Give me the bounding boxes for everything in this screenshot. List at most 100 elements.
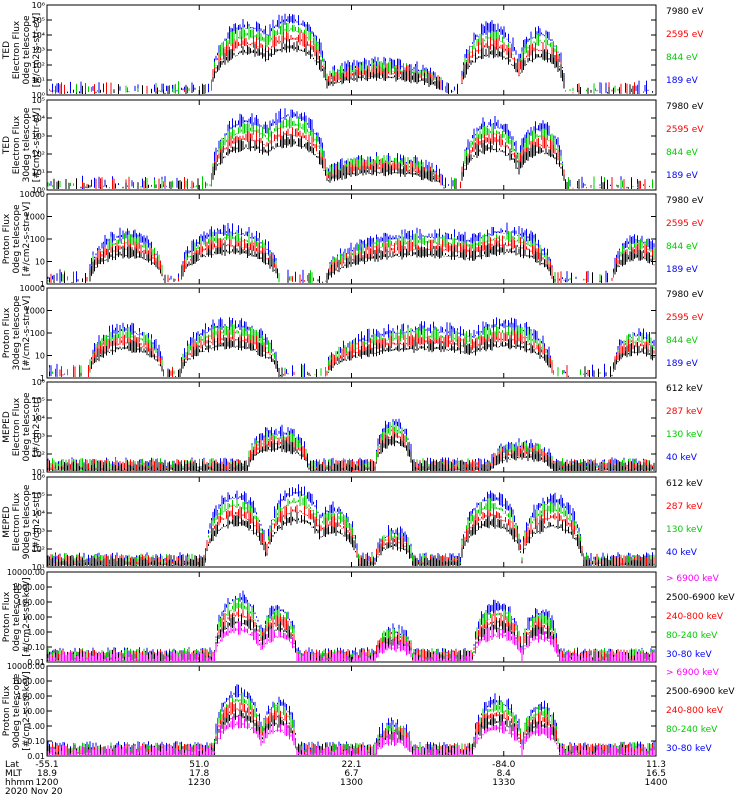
legend-entry: 80-240 keV: [666, 631, 718, 641]
trace: [47, 116, 653, 189]
trace: [47, 590, 655, 661]
legend-entry: 2595 eV: [666, 125, 704, 135]
y-tick-label: 10000: [20, 284, 45, 293]
x-tick-hhmm: 1300: [340, 778, 363, 788]
y-tick-label: 10²: [32, 450, 45, 459]
y-tick-label: 1000.00: [12, 677, 45, 686]
y-tick-label: 10000.00: [7, 662, 45, 671]
legend-entry: 287 keV: [666, 502, 703, 512]
trace: [50, 235, 655, 283]
legend-entry: 844 eV: [666, 53, 698, 63]
series--6900-kev: [47, 715, 655, 755]
y-tick-label: 10³: [32, 132, 45, 141]
panel-frame: [46, 381, 657, 473]
y-tick-label: 0.01: [27, 752, 45, 761]
panel-frame: [46, 571, 657, 663]
x-tick-hhmm: 1400: [644, 778, 668, 788]
trace: [47, 504, 655, 566]
legend-entry: 189 eV: [666, 76, 698, 86]
legend-entry: 2595 eV: [666, 313, 704, 323]
y-tick-label: 10⁵: [32, 96, 45, 105]
series-2595-ev: [82, 127, 646, 189]
legend-entry: 130 keV: [666, 430, 703, 440]
y-axis-label-line: TED: [2, 40, 12, 60]
legend-entry: 612 keV: [666, 384, 703, 394]
y-axis-label-line: Proton Flux: [2, 591, 12, 643]
trace: [47, 621, 655, 661]
y-axis-label: MEPED Electron Flux 90deg telescope [#/cm2-…: [2, 479, 42, 565]
legend-entry: 7980 eV: [666, 7, 704, 17]
x-tick-hhmm: 1200: [35, 778, 59, 788]
trace: [47, 511, 655, 566]
panel-3: 1 10 100 1000 10000: [20, 190, 657, 289]
panel-frame: [46, 476, 657, 568]
y-tick-label: 0.10: [27, 643, 45, 652]
y-axis-label-line: 0deg telescope: [12, 204, 22, 274]
y-tick-label: 10¹: [32, 468, 45, 477]
panel-7: 0.01 0.10 1.00 10.00 100.00 1000.00 10000.00: [7, 568, 657, 667]
y-axis-label-line: Proton Flux: [2, 685, 12, 737]
y-axis-label-line: [#/cm2-s-str-keV]: [22, 671, 32, 751]
y-tick-label: 10⁶: [32, 1, 45, 10]
y-axis-label-line: MEPED: [2, 411, 12, 443]
x-tick-lat: -84.0: [492, 760, 516, 770]
legend-entry: 844 eV: [666, 242, 698, 252]
y-tick-label: 10¹: [32, 76, 45, 85]
trace: [67, 39, 653, 94]
y-tick-label: 10¹: [32, 168, 45, 177]
panel-frame: [46, 287, 657, 379]
legend-entry: 40 keV: [666, 548, 697, 558]
x-axis-row-label: 2020 Nov 20: [5, 787, 63, 797]
legend-entry: 30-80 keV: [666, 650, 712, 660]
legend-entry: 612 keV: [666, 479, 703, 489]
series-844-ev: [47, 116, 653, 189]
y-tick-label: 10²: [32, 61, 45, 70]
series-30-80-kev: [47, 590, 655, 661]
series-80-240-kev: [47, 598, 655, 661]
y-axis-label-line: [#/cm2-s-str-eV]: [32, 107, 42, 183]
y-tick-label: 100: [30, 235, 45, 244]
y-tick-label: 10⁵: [32, 16, 45, 25]
x-tick-mlt: 16.5: [645, 769, 667, 779]
y-axis-label-line: [#/cm2-s-str-keV]: [22, 577, 32, 657]
y-tick-label: 100: [30, 329, 45, 338]
y-axis-label: Proton Flux 0deg telescope [#/cm2-s-str-ke…: [2, 574, 32, 660]
y-tick-label: 10⁰: [32, 186, 45, 195]
trace: [47, 608, 655, 661]
y-tick-label: 10³: [32, 527, 45, 536]
x-tick-hhmm: 1230: [187, 778, 211, 788]
series-240-800-kev: [47, 608, 655, 661]
x-axis-row-label: hhmm: [5, 778, 34, 788]
y-tick-label: 10²: [32, 545, 45, 554]
legend-entry: 7980 eV: [666, 196, 704, 206]
panel-1: 10⁰ 10¹ 10² 10³ 10⁴ 10⁵ 10⁶: [32, 1, 657, 100]
x-tick-mlt: 6.7: [344, 769, 359, 779]
y-tick-label: 10000: [20, 190, 45, 199]
y-tick-label: 100.00: [17, 692, 45, 701]
legend-entry: 240-800 keV: [666, 612, 724, 622]
y-tick-label: 1.00: [27, 722, 45, 731]
y-tick-label: 10⁵: [32, 396, 45, 405]
y-axis-label-line: Proton Flux: [2, 307, 12, 359]
trace: [53, 133, 640, 189]
legend-entry: > 6900 keV: [666, 574, 719, 584]
y-axis-label-line: [#/cm2-s-str]: [32, 396, 42, 458]
x-tick-hhmm: 1330: [492, 778, 516, 788]
y-tick-label: 10⁴: [32, 114, 45, 123]
y-axis-label: Proton Flux 30deg telescope [#/cm2-s-str-e…: [2, 290, 32, 376]
y-tick-label: 10⁰: [32, 91, 45, 100]
y-tick-label: 10.00: [22, 707, 45, 716]
y-axis-label-line: Electron Flux: [12, 397, 22, 457]
panel-8: 0.01 0.10 1.00 10.00 100.00 1000.00 10000.00: [7, 662, 657, 761]
y-axis-label-line: [#/cm2-s-str-eV]: [22, 201, 32, 277]
series-189-ev: [49, 317, 655, 377]
trace: [47, 598, 655, 661]
y-tick-label: 10⁴: [32, 31, 45, 40]
legend-entry: 844 eV: [666, 336, 698, 346]
y-tick-label: 10¹: [32, 563, 45, 572]
trace: [47, 692, 655, 755]
series-7980-ev: [49, 337, 655, 377]
series-80-240-kev: [47, 692, 655, 755]
y-tick-label: 10000.00: [7, 568, 45, 577]
